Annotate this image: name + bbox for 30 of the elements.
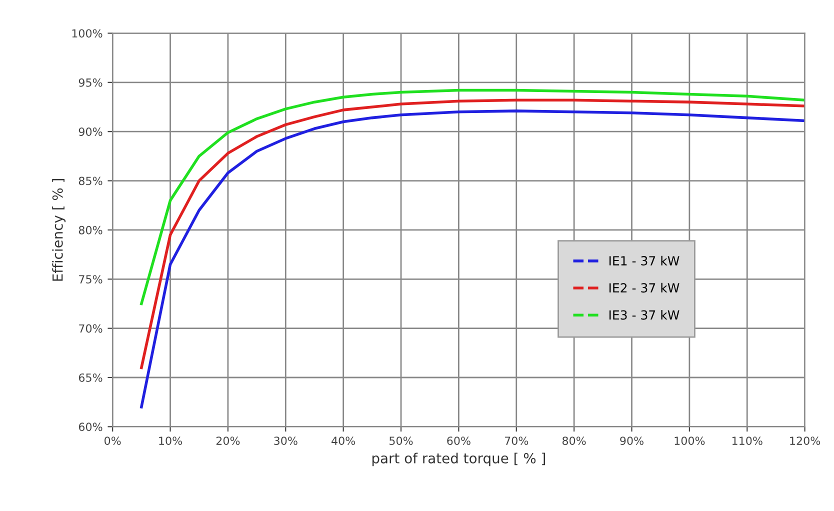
line-series <box>140 110 805 408</box>
x-tick-label: 50% <box>390 436 413 446</box>
x-tick-label: 80% <box>562 436 586 446</box>
x-tick-label: 110% <box>732 436 762 446</box>
line-series <box>140 98 805 370</box>
y-tick-label: 75% <box>79 275 102 284</box>
x-tick-label: 20% <box>216 436 240 446</box>
x-tick-label: 100% <box>674 436 705 446</box>
y-tick-label: 65% <box>78 373 102 382</box>
y-tick-label: 95% <box>78 78 102 87</box>
x-tick-label: 10% <box>159 436 182 446</box>
x-tick-label: 30% <box>274 436 298 446</box>
x-tick-label: 70% <box>504 436 528 446</box>
line-series <box>140 88 805 306</box>
legend-label: IE1 - 37 kW <box>609 256 680 266</box>
y-tick-label: 85% <box>78 176 102 186</box>
x-tick-label: 90% <box>620 436 644 446</box>
x-tick-label: 60% <box>447 436 470 446</box>
y-axis-title: Efficiency [ % ] <box>52 178 66 281</box>
x-axis-title: part of rated torque [ % ] <box>372 452 546 466</box>
y-tick-label: 90% <box>78 128 102 136</box>
legend-label: IE2 - 37 kW <box>609 282 680 293</box>
x-tick-label: 0% <box>104 436 121 446</box>
y-tick-label: 80% <box>78 226 102 234</box>
y-tick-label: 60% <box>78 422 102 432</box>
x-tick-label: 40% <box>332 436 356 446</box>
y-tick-label: 70% <box>79 324 102 333</box>
x-tick-label: 120% <box>790 436 820 446</box>
legend-label: IE3 - 37 kW <box>609 310 680 320</box>
y-tick-label: 100% <box>72 29 102 38</box>
